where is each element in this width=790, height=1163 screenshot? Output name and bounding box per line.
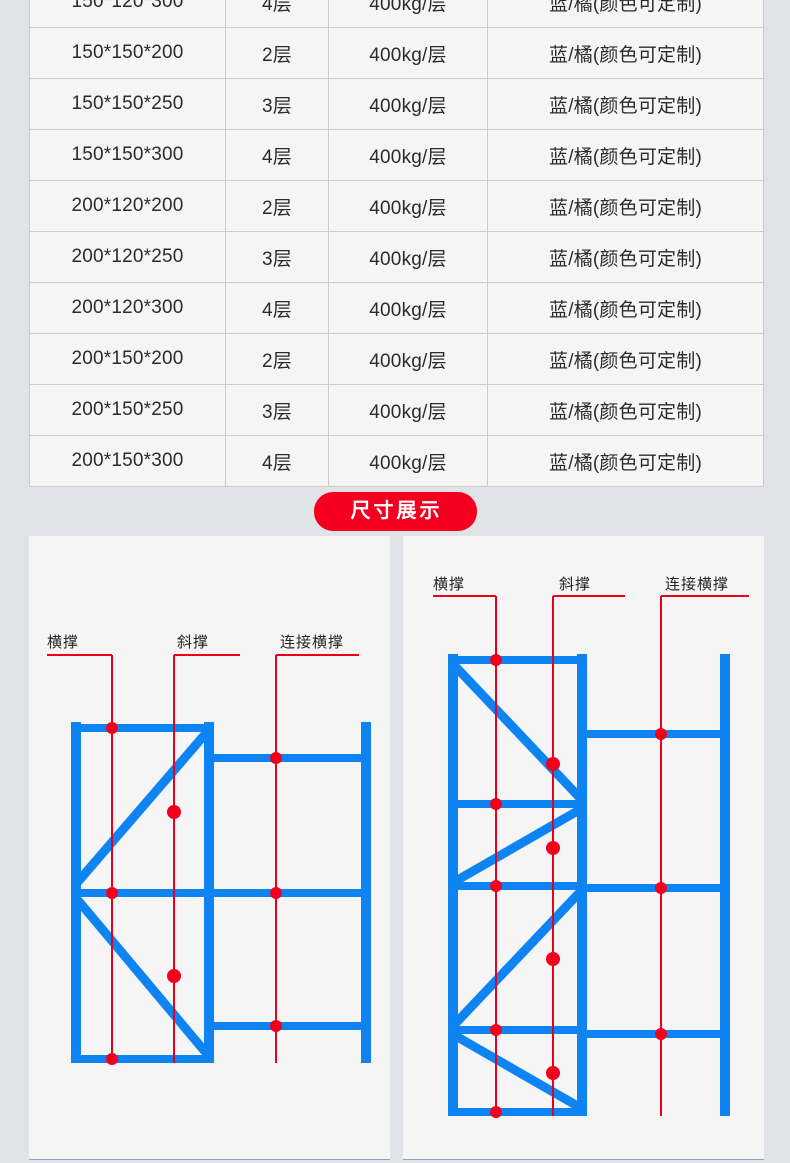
marker-cross-brace-2 [490, 798, 502, 810]
cell-size: 150*150*300 [29, 129, 226, 181]
table-row: 200*120*250 3层 400kg/层 蓝/橘(颜色可定制) [29, 231, 764, 283]
diagram-label-cross-brace: 横撑 [47, 634, 80, 651]
rack-frame-blue [71, 722, 371, 1063]
table-body: 150*120*300 4层 400kg/层 蓝/橘(颜色可定制) 150*15… [29, 0, 764, 487]
connection-point-markers [490, 654, 667, 1118]
connection-point-markers [106, 722, 282, 1065]
table-row: 150*120*300 4层 400kg/层 蓝/橘(颜色可定制) [29, 0, 764, 28]
rack-structure-diagram-2-layer: 横撑 斜撑 连接横撑 [29, 536, 390, 1160]
rack-frame-blue [448, 654, 730, 1116]
cell-color: 蓝/橘(颜色可定制) [487, 78, 764, 130]
marker-cross-brace-top [106, 722, 118, 734]
table-row: 150*150*200 2层 400kg/层 蓝/橘(颜色可定制) [29, 27, 764, 79]
cell-color: 蓝/橘(颜色可定制) [487, 180, 764, 232]
cell-color: 蓝/橘(颜色可定制) [487, 27, 764, 79]
cell-load: 400kg/层 [328, 282, 488, 334]
marker-connecting-brace-2 [655, 882, 667, 894]
table-row: 200*120*300 4层 400kg/层 蓝/橘(颜色可定制) [29, 282, 764, 334]
cell-load: 400kg/层 [328, 27, 488, 79]
marker-diagonal-brace-4 [546, 1066, 560, 1080]
marker-diagonal-brace-upper [167, 805, 181, 819]
cell-size: 150*150*200 [29, 27, 226, 79]
table-row: 150*150*250 3层 400kg/层 蓝/橘(颜色可定制) [29, 78, 764, 130]
marker-diagonal-brace-2 [546, 841, 560, 855]
cell-load: 400kg/层 [328, 333, 488, 385]
cell-size: 200*150*300 [29, 435, 226, 487]
cell-load: 400kg/层 [328, 129, 488, 181]
cell-layers: 4层 [225, 282, 329, 334]
table-row: 200*150*300 4层 400kg/层 蓝/橘(颜色可定制) [29, 435, 764, 487]
cell-size: 200*120*200 [29, 180, 226, 232]
table-row: 200*150*200 2层 400kg/层 蓝/橘(颜色可定制) [29, 333, 764, 385]
section-title-pill: 尺寸展示 [313, 492, 477, 531]
diagram-label-connecting-cross-brace: 连接横撑 [280, 634, 345, 651]
marker-cross-brace-4 [490, 1024, 502, 1036]
cell-color: 蓝/橘(颜色可定制) [487, 231, 764, 283]
cell-layers: 4层 [225, 0, 329, 28]
marker-cross-brace-5 [490, 1106, 502, 1118]
spec-table-container: 150*120*300 4层 400kg/层 蓝/橘(颜色可定制) 150*15… [29, 0, 764, 487]
diagram-label-cross-brace: 横撑 [433, 576, 466, 593]
cell-load: 400kg/层 [328, 78, 488, 130]
marker-cross-brace-middle [106, 887, 118, 899]
diagram-panels: 横撑 斜撑 连接横撑 [29, 536, 764, 1160]
cell-color: 蓝/橘(颜色可定制) [487, 282, 764, 334]
cell-load: 400kg/层 [328, 231, 488, 283]
diagram-label-diagonal-brace: 斜撑 [177, 634, 210, 651]
cell-color: 蓝/橘(颜色可定制) [487, 435, 764, 487]
section-banner: 尺寸展示 [0, 492, 790, 531]
marker-diagonal-brace-3 [546, 952, 560, 966]
table-row: 200*150*250 3层 400kg/层 蓝/橘(颜色可定制) [29, 384, 764, 436]
cell-color: 蓝/橘(颜色可定制) [487, 0, 764, 28]
cell-layers: 2层 [225, 333, 329, 385]
marker-connecting-brace-1 [655, 728, 667, 740]
cell-load: 400kg/层 [328, 384, 488, 436]
table-row: 150*150*300 4层 400kg/层 蓝/橘(颜色可定制) [29, 129, 764, 181]
rack-diagram-left-svg [47, 654, 371, 1065]
cell-size: 200*150*200 [29, 333, 226, 385]
cell-size: 150*150*250 [29, 78, 226, 130]
cell-layers: 3层 [225, 78, 329, 130]
cell-load: 400kg/层 [328, 435, 488, 487]
cell-layers: 3层 [225, 231, 329, 283]
cell-layers: 3层 [225, 384, 329, 436]
marker-connecting-brace-upper [270, 752, 282, 764]
cell-size: 200*120*250 [29, 231, 226, 283]
marker-connecting-brace-lower [270, 1020, 282, 1032]
diagram-label-connecting-cross-brace: 连接横撑 [665, 576, 730, 593]
marker-diagonal-brace-lower [167, 969, 181, 983]
marker-diagonal-brace-1 [546, 757, 560, 771]
cell-color: 蓝/橘(颜色可定制) [487, 129, 764, 181]
cell-size: 200*120*300 [29, 282, 226, 334]
cell-layers: 4层 [225, 435, 329, 487]
cell-color: 蓝/橘(颜色可定制) [487, 333, 764, 385]
rack-diagram-right-svg [433, 595, 749, 1118]
marker-cross-brace-1 [490, 654, 502, 666]
cell-layers: 2层 [225, 180, 329, 232]
marker-cross-brace-3 [490, 880, 502, 892]
marker-connecting-brace-middle [270, 887, 282, 899]
diagram-label-diagonal-brace: 斜撑 [559, 576, 592, 593]
cell-color: 蓝/橘(颜色可定制) [487, 384, 764, 436]
cell-size: 150*120*300 [29, 0, 226, 28]
cell-size: 200*150*250 [29, 384, 226, 436]
marker-connecting-brace-3 [655, 1028, 667, 1040]
cell-layers: 2层 [225, 27, 329, 79]
product-specification-table: 150*120*300 4层 400kg/层 蓝/橘(颜色可定制) 150*15… [29, 0, 764, 487]
cell-layers: 4层 [225, 129, 329, 181]
cell-load: 400kg/层 [328, 0, 488, 28]
cell-load: 400kg/层 [328, 180, 488, 232]
marker-cross-brace-bottom [106, 1053, 118, 1065]
table-row: 200*120*200 2层 400kg/层 蓝/橘(颜色可定制) [29, 180, 764, 232]
rack-structure-diagram-4-layer: 横撑 斜撑 连接横撑 [403, 536, 764, 1160]
